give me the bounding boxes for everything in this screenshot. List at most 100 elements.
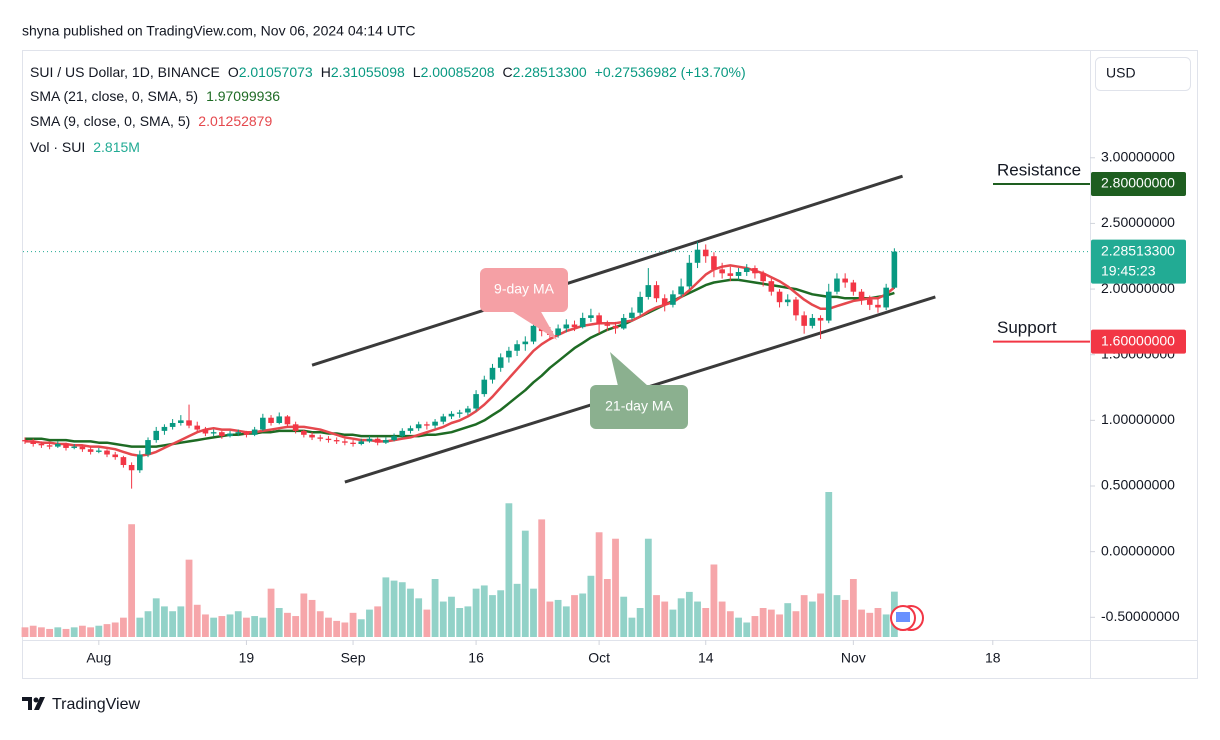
- candle-body: [301, 430, 307, 435]
- candle-body: [817, 317, 824, 321]
- volume-bar: [538, 519, 546, 637]
- volume-bar: [46, 628, 54, 637]
- callout-box: [590, 385, 688, 429]
- volume-bar: [808, 601, 816, 637]
- footer-logo: [22, 697, 45, 710]
- volume-bar: [759, 608, 767, 637]
- volume-bar: [472, 588, 480, 637]
- volume-bar: [87, 627, 95, 637]
- candle-body: [719, 269, 725, 274]
- candle-body: [563, 324, 570, 329]
- volume-bar: [169, 611, 177, 637]
- publish-header: shyna published on TradingView.com, Nov …: [22, 23, 416, 39]
- candle-body: [686, 262, 693, 287]
- volume-bar: [661, 601, 669, 637]
- volume-bar: [341, 622, 349, 637]
- ohlc-value: 2.28513300: [513, 64, 587, 80]
- legend-sma21: SMA (21, close, 0, SMA, 5) 1.97099936: [30, 88, 280, 104]
- volume-bar: [128, 524, 136, 637]
- callout-pointer: [510, 310, 557, 340]
- volume-bar: [767, 609, 775, 637]
- volume-bar: [439, 601, 447, 637]
- callout-box: [480, 268, 568, 312]
- currency-label[interactable]: USD: [1106, 65, 1136, 81]
- candle-body: [653, 285, 660, 299]
- volume-bar: [653, 595, 660, 637]
- y-tick-label: 1.00000000: [1101, 411, 1175, 427]
- volume-bar: [628, 617, 636, 637]
- volume-bar: [489, 595, 496, 637]
- volume-bar: [456, 608, 464, 637]
- volume-bar: [70, 627, 78, 637]
- candle-body: [63, 443, 69, 448]
- candle-body: [358, 441, 365, 444]
- ohlc-prefix: C: [503, 64, 513, 80]
- volume-bar: [743, 622, 751, 637]
- level-name: Support: [997, 318, 1057, 337]
- candle-body: [374, 438, 381, 443]
- volume-bar: [800, 595, 808, 637]
- candle-body: [38, 443, 45, 446]
- candle-body: [473, 394, 479, 409]
- volume-bar: [480, 585, 488, 637]
- volume-bar: [382, 577, 390, 637]
- volume-bar: [825, 492, 833, 637]
- change: +0.27536982 (+13.70%): [595, 64, 746, 80]
- candle-body: [333, 440, 340, 442]
- callout-21-day: 21-day MA: [590, 352, 688, 429]
- volume-bar: [562, 606, 570, 637]
- volume-bar: [817, 593, 824, 637]
- volume-bar: [152, 598, 160, 637]
- candle-body: [153, 430, 160, 441]
- volume-bar: [144, 611, 152, 637]
- volume-bar: [111, 622, 119, 637]
- legend-name: Vol · SUI: [30, 139, 85, 155]
- candle-body: [711, 256, 717, 270]
- callout-pointer: [610, 352, 648, 386]
- candle-body: [752, 268, 758, 274]
- candle-body: [834, 278, 840, 292]
- volume-bar: [54, 627, 62, 637]
- volume-bar: [554, 599, 562, 637]
- candle-body: [383, 440, 389, 443]
- logo-mark: [33, 697, 39, 703]
- chart-frame: [22, 50, 1198, 679]
- volume-bar: [530, 588, 537, 637]
- volume-bar: [603, 579, 611, 637]
- symbol: SUI / US Dollar, 1D, BINANCE: [30, 64, 220, 80]
- level-price-label: 1.60000000: [1101, 332, 1175, 348]
- candle-body: [620, 317, 627, 329]
- logo-mark: [34, 697, 45, 710]
- candle-body: [292, 424, 299, 431]
- candle-layer: [22, 241, 898, 489]
- currency-button[interactable]: [1095, 57, 1191, 91]
- candle-body: [104, 450, 110, 455]
- volume-bar: [595, 532, 603, 637]
- candle-body: [702, 249, 709, 257]
- volume-bar: [357, 619, 365, 637]
- candle-body: [670, 294, 676, 305]
- volume-bar: [612, 538, 619, 637]
- volume-bar: [505, 503, 513, 637]
- volume-bar: [267, 588, 275, 637]
- volume-bar: [398, 582, 406, 637]
- candle-body: [555, 328, 561, 336]
- legend-value: 2.01252879: [198, 113, 272, 129]
- candle-body: [588, 315, 594, 318]
- candle-body: [260, 417, 266, 430]
- candle-body: [96, 450, 102, 452]
- candle-body: [481, 379, 488, 395]
- callout-text: 9-day MA: [494, 281, 555, 297]
- candle-body: [251, 429, 258, 435]
- volume-bar: [218, 616, 226, 637]
- candle-body: [268, 417, 274, 423]
- legend-volume: Vol · SUI 2.815M: [30, 139, 140, 155]
- candle-body: [604, 324, 611, 326]
- candle-body: [317, 437, 324, 439]
- candle-body: [342, 441, 348, 443]
- volume-bar: [858, 609, 865, 637]
- legend-value: 1.97099936: [206, 88, 280, 104]
- candle-body: [440, 416, 447, 422]
- candle-body: [178, 420, 184, 423]
- volume-bar: [497, 590, 505, 637]
